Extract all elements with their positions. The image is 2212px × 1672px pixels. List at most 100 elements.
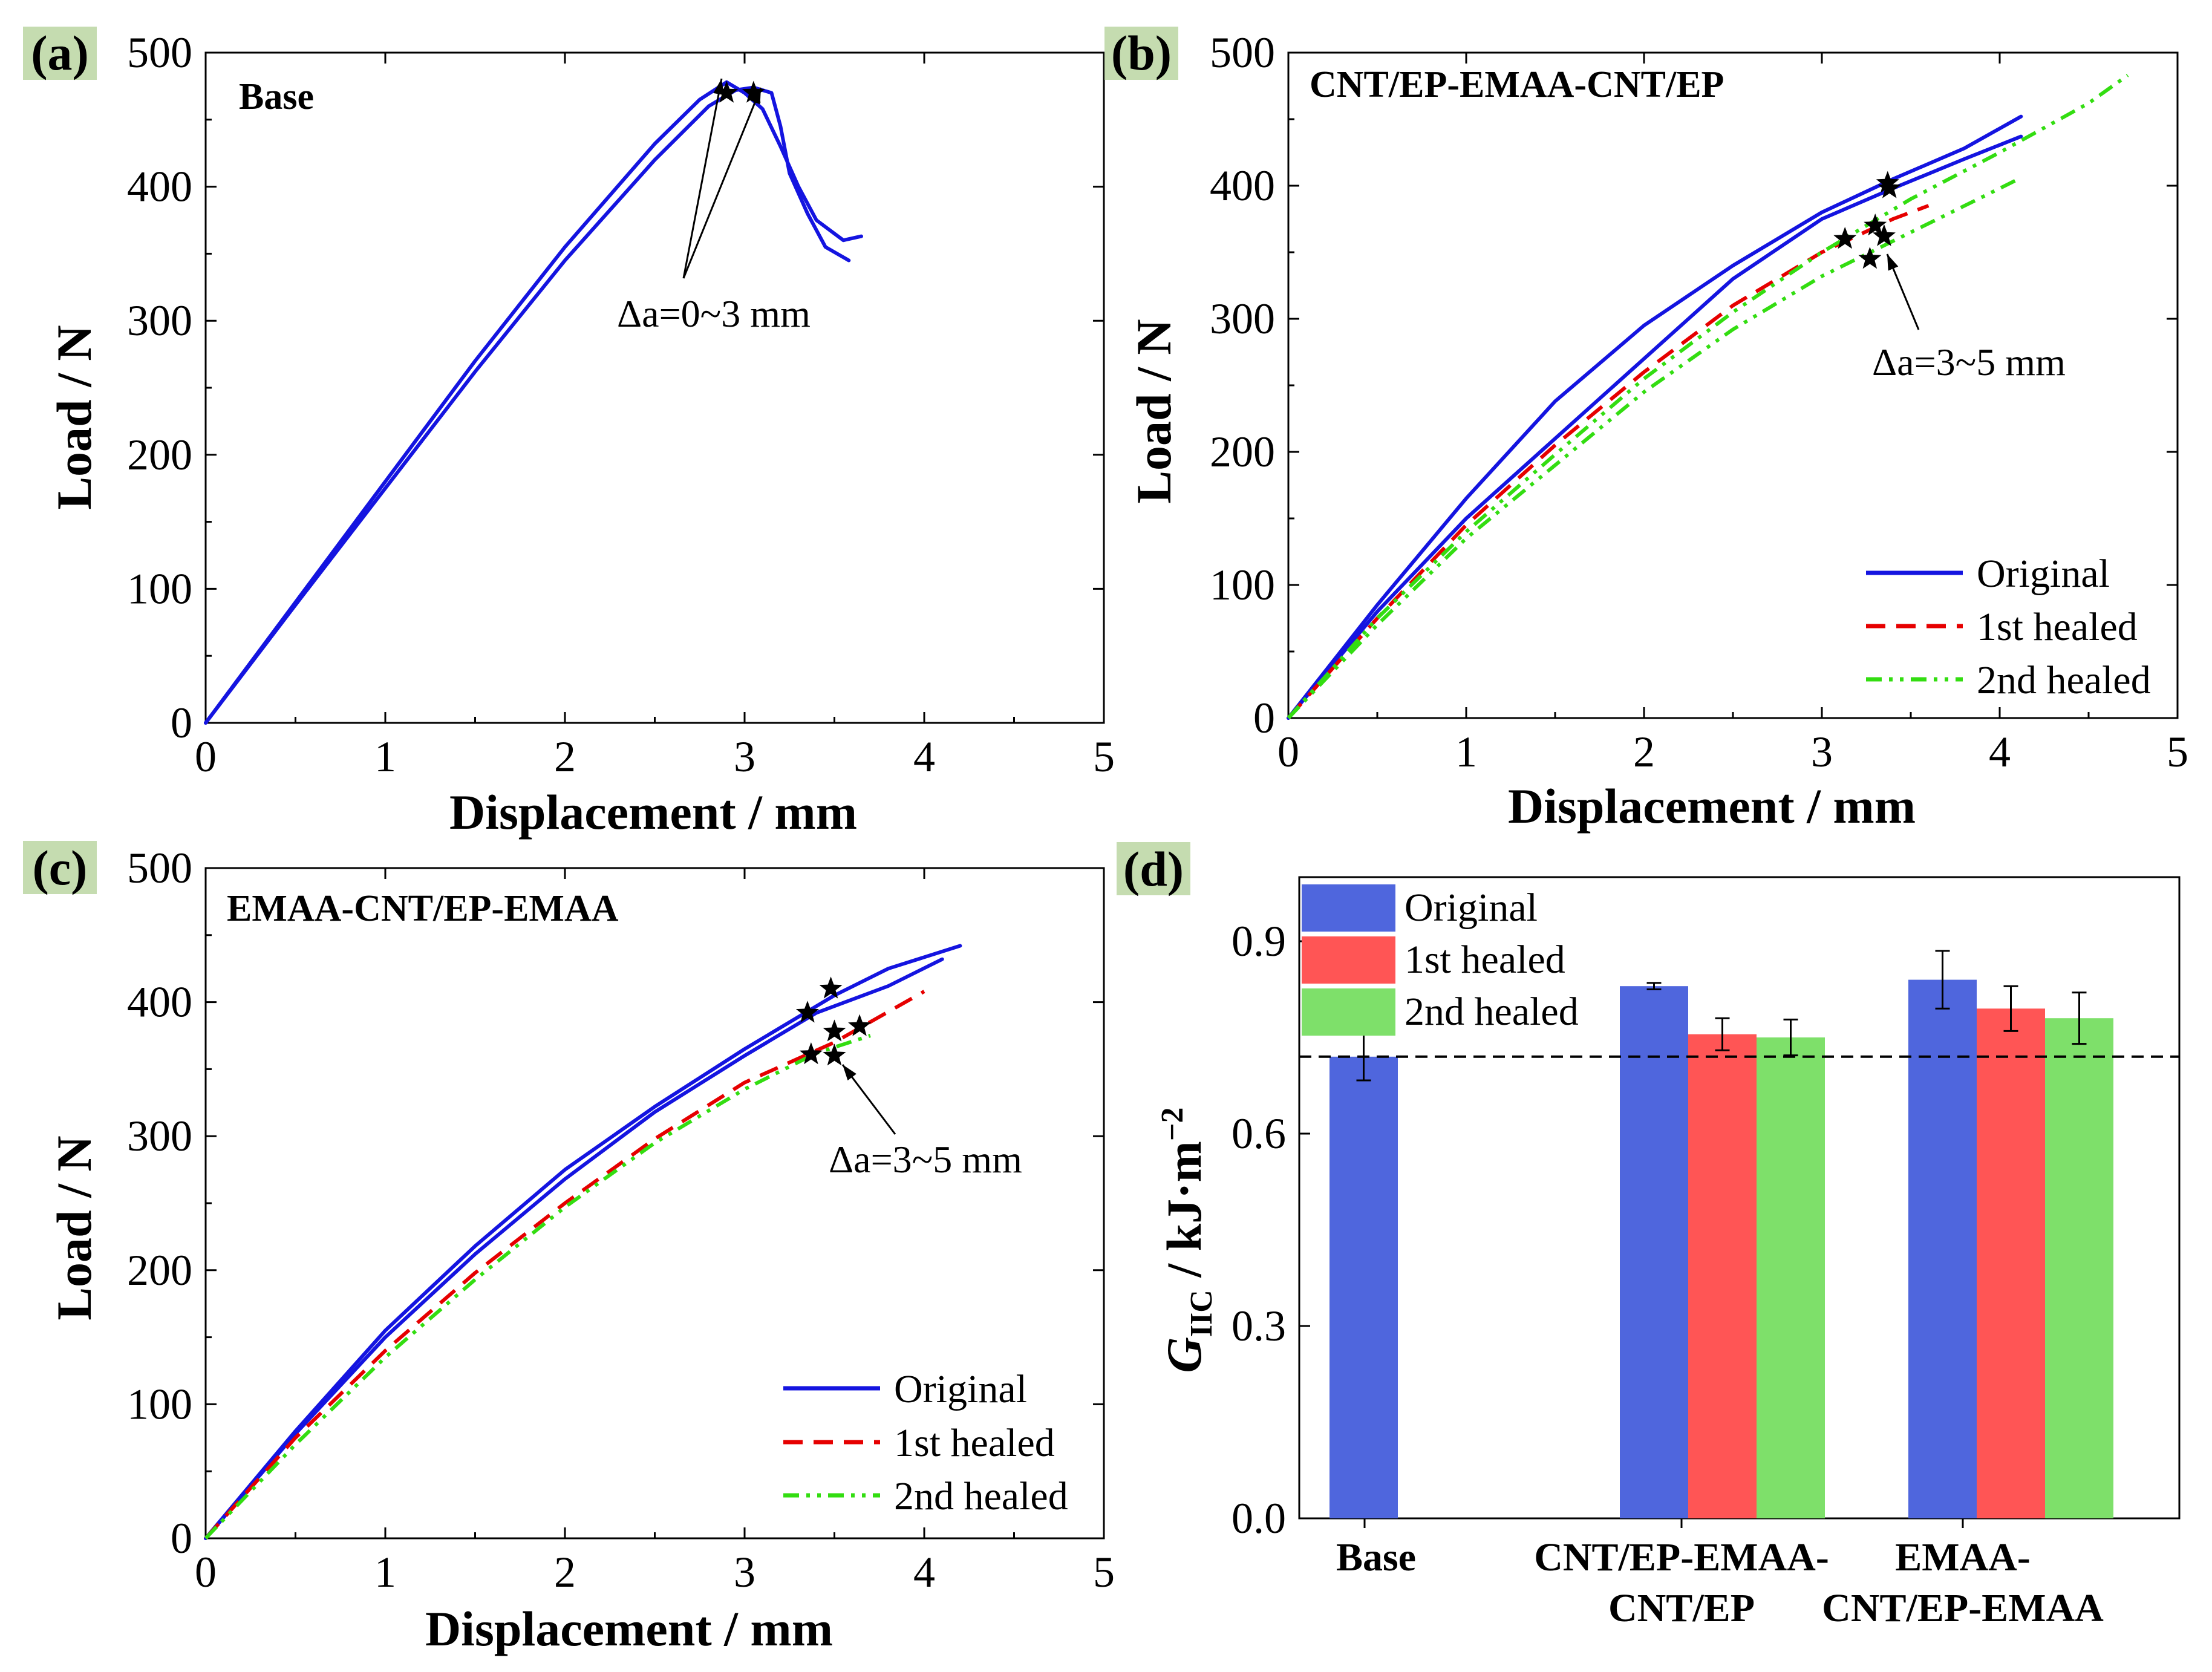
panel-d-ytick-label: 0.0 [1232,1494,1286,1543]
panel-c: (c) EMAA-CNT/EP-EMAA Displacement / mm L… [23,840,1115,1656]
panel-d-category-label: CNT/EP [1608,1586,1755,1630]
panel-b-legend: Original 1st healed 2nd healed [1866,552,2151,702]
panel-a-annotation: Δa=0~3 mm [617,292,811,335]
panel-a-series-original-1 [204,85,851,725]
panel-d-legend-swatch [1302,884,1395,932]
panel-c-crack-marker [823,1043,846,1066]
panel-c-crack-marker [848,1014,872,1036]
panel-d-legend-swatch [1302,988,1395,1036]
panel-c-legend-original: Original [894,1367,1027,1411]
panel-c-xlabel: Displacement / mm [425,1601,833,1656]
panel-c-series-original-0 [204,944,962,1540]
panel-c-xtick-label: 2 [554,1548,576,1596]
panel-a-ytick-label: 500 [127,28,192,77]
panel-a-xtick-label: 5 [1093,733,1115,781]
panel-d-legend-label: 1st healed [1405,938,1565,982]
panel-b-label: (b) [1111,25,1172,80]
panel-a-arrow-shaft [682,78,723,279]
panel-d-bar-1st-healed [1977,1008,2045,1518]
panel-a-ytick-label: 200 [127,431,192,479]
panel-a-ytick-label: 0 [171,699,192,747]
panel-a-label-bg [23,27,97,80]
panel-a-xtick-label: 3 [734,733,755,781]
panel-c-arrow-head [843,1065,856,1081]
panel-d-label: (d) [1123,841,1184,896]
panel-d-category-label: CNT/EP-EMAA [1822,1586,2104,1630]
panel-d-bar-2nd-healed [2045,1018,2113,1518]
panel-b-ytick-label: 500 [1210,28,1275,77]
panel-a-xtick-label: 0 [195,733,217,781]
panel-b-ytick-label: 100 [1210,561,1275,609]
panel-d-category-label: CNT/EP-EMAA- [1534,1535,1829,1579]
panel-c-series-1st-healed-2 [204,990,925,1540]
panel-d-bar-1st-healed [1688,1034,1757,1518]
panel-d-ylabel-unit: / kJ·m [1157,1141,1212,1290]
panel-d-ylabel-sup: −2 [1155,1108,1190,1141]
panel-d-label-bg [1117,842,1190,895]
panel-b-ytick-label: 200 [1210,428,1275,476]
panel-a-xtick-label: 1 [374,733,396,781]
panel-d-legend-label: 2nd healed [1405,990,1579,1034]
panel-b-series-2nd-healed-3 [1287,73,2129,719]
panel-c-xtick-label: 3 [734,1548,755,1596]
panel-c-ytick-label: 0 [171,1514,192,1563]
panel-b-legend-2nd: 2nd healed [1977,658,2151,702]
panel-b-series-1st-healed-2 [1287,204,1930,719]
panel-b-arrow-head [1887,254,1899,271]
panel-d-legend-label: Original [1405,886,1538,930]
panel-c-ytick-label: 300 [127,1112,192,1160]
panel-b-ytick-label: 0 [1253,694,1275,742]
panel-a-crack-marker [742,80,765,103]
panel-a-title: Base [239,76,314,117]
panel-c-ytick-label: 200 [127,1246,192,1295]
panel-c-ytick-label: 100 [127,1380,192,1428]
panel-c-xtick-label: 4 [913,1548,935,1596]
panel-a-xlabel: Displacement / mm [449,785,857,840]
panel-a-arrow-shaft [682,87,762,279]
panel-b-label-bg [1104,27,1178,80]
panel-b-crack-marker [1864,214,1887,236]
panel-b-legend-original: Original [1977,552,2110,596]
panel-a-xtick-label: 4 [913,733,935,781]
panel-b-crack-marker [1872,224,1896,246]
panel-b-crack-marker [1858,247,1882,269]
panel-d-ylabel: GIIC / kJ·m−2 [1155,1108,1219,1373]
panel-b-crack-marker [1833,227,1857,249]
panel-c-series-original-1 [204,957,944,1540]
panel-b-xtick-label: 3 [1811,728,1833,776]
panel-b-xtick-label: 1 [1455,728,1477,776]
panel-a-ytick-label: 300 [127,296,192,345]
panel-d-bar-2nd-healed [1757,1037,1825,1518]
panel-b-xtick-label: 0 [1277,728,1299,776]
panel-a-arrow-head [713,79,724,96]
panel-c-label-bg [23,841,97,894]
panel-c-crack-marker [823,1019,846,1042]
panel-a-ylabel: Load / N [47,325,102,509]
panel-c-xtick-label: 0 [195,1548,217,1596]
panel-c-xtick-label: 5 [1093,1548,1115,1596]
panel-b-series-original-0 [1287,114,2023,720]
panel-d-category-label: Base [1336,1535,1416,1579]
panel-c-xtick-label: 1 [374,1548,396,1596]
panel-a-crack-marker [715,80,739,103]
panel-a-xtick-label: 2 [554,733,576,781]
panel-d-bar-original [1329,1056,1398,1518]
panel-d-legend-swatch [1302,936,1395,984]
panel-d-ytick-label: 0.6 [1232,1109,1286,1158]
panel-d-bar-original [1620,986,1688,1518]
panel-c-ytick-label: 400 [127,978,192,1027]
panel-c-legend: Original 1st healed 2nd healed [783,1367,1068,1518]
panel-b-series-original-1 [1287,134,2023,720]
panel-c-annotation: Δa=3~5 mm [829,1138,1022,1181]
panel-d-ylabel-sub: IIC [1184,1290,1219,1337]
panel-c-ylabel: Load / N [47,1135,102,1320]
panel-c-crack-marker [819,976,843,999]
panel-a-series-original-0 [204,80,863,725]
panel-c-legend-2nd: 2nd healed [894,1474,1068,1518]
panel-a-label: (a) [31,25,89,80]
panel-d-ytick-label: 0.9 [1232,917,1286,965]
panel-c-ytick-label: 500 [127,844,192,892]
panel-b-series-2nd-healed-4 [1287,176,2022,720]
panel-d-ytick-label: 0.3 [1232,1302,1286,1350]
